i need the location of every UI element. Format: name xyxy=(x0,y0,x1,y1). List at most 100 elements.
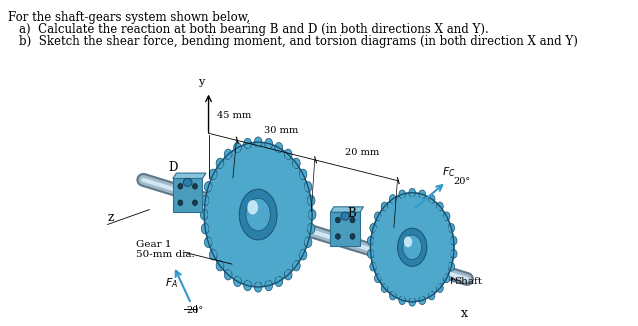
Ellipse shape xyxy=(299,169,307,180)
Polygon shape xyxy=(173,178,202,212)
Ellipse shape xyxy=(307,223,315,234)
Text: y: y xyxy=(198,77,204,87)
Ellipse shape xyxy=(367,249,374,258)
Ellipse shape xyxy=(285,270,292,280)
Ellipse shape xyxy=(399,190,406,199)
Ellipse shape xyxy=(450,236,457,245)
Ellipse shape xyxy=(255,137,262,147)
Ellipse shape xyxy=(234,142,241,153)
Ellipse shape xyxy=(436,284,443,292)
Ellipse shape xyxy=(216,158,224,169)
Ellipse shape xyxy=(370,224,376,232)
Ellipse shape xyxy=(371,193,454,302)
Ellipse shape xyxy=(239,189,277,240)
Ellipse shape xyxy=(308,209,316,220)
Text: B: B xyxy=(347,207,355,219)
Text: $F_C$: $F_C$ xyxy=(441,165,456,179)
Ellipse shape xyxy=(428,291,435,300)
Ellipse shape xyxy=(403,235,422,259)
Circle shape xyxy=(178,200,182,205)
Ellipse shape xyxy=(285,149,292,160)
Ellipse shape xyxy=(209,250,217,260)
Ellipse shape xyxy=(265,138,272,149)
Ellipse shape xyxy=(209,169,217,180)
Ellipse shape xyxy=(409,188,415,197)
Circle shape xyxy=(336,217,340,223)
Ellipse shape xyxy=(246,198,271,231)
Ellipse shape xyxy=(375,212,381,221)
Ellipse shape xyxy=(299,250,307,260)
Ellipse shape xyxy=(292,158,300,169)
Text: 20°: 20° xyxy=(187,306,204,315)
Ellipse shape xyxy=(436,202,443,211)
Circle shape xyxy=(193,184,197,189)
Ellipse shape xyxy=(200,209,208,220)
Ellipse shape xyxy=(225,270,232,280)
Ellipse shape xyxy=(204,142,312,287)
Ellipse shape xyxy=(225,149,232,160)
Ellipse shape xyxy=(304,237,312,247)
Ellipse shape xyxy=(370,262,376,271)
Text: $F_A$: $F_A$ xyxy=(165,276,178,290)
Ellipse shape xyxy=(275,276,283,287)
Ellipse shape xyxy=(307,195,315,206)
Circle shape xyxy=(350,234,355,239)
Ellipse shape xyxy=(419,296,426,304)
Ellipse shape xyxy=(409,297,415,306)
Ellipse shape xyxy=(419,190,426,199)
Ellipse shape xyxy=(373,197,451,298)
Ellipse shape xyxy=(204,182,212,192)
Text: 20 mm: 20 mm xyxy=(345,148,380,157)
Text: x: x xyxy=(461,307,468,320)
Polygon shape xyxy=(173,173,206,178)
Circle shape xyxy=(193,200,197,205)
Text: D: D xyxy=(168,161,178,174)
Ellipse shape xyxy=(255,282,262,292)
Ellipse shape xyxy=(448,224,455,232)
Ellipse shape xyxy=(397,228,427,266)
Ellipse shape xyxy=(404,236,412,247)
Ellipse shape xyxy=(202,195,209,206)
Text: 45 mm: 45 mm xyxy=(218,111,251,120)
Ellipse shape xyxy=(399,296,406,304)
Ellipse shape xyxy=(381,284,388,292)
Circle shape xyxy=(336,234,340,239)
Ellipse shape xyxy=(428,195,435,203)
Polygon shape xyxy=(330,207,364,212)
Ellipse shape xyxy=(216,260,224,271)
Text: Shaft: Shaft xyxy=(454,277,482,286)
Text: 20°: 20° xyxy=(453,177,470,186)
Text: Gear 1: Gear 1 xyxy=(137,240,172,249)
Ellipse shape xyxy=(389,195,396,203)
Text: 50-mm dia.: 50-mm dia. xyxy=(137,250,195,259)
Ellipse shape xyxy=(443,212,450,221)
Ellipse shape xyxy=(304,182,312,192)
Text: b)  Sketch the shear force, bending moment, and torsion diagrams (in both direct: b) Sketch the shear force, bending momen… xyxy=(19,35,577,48)
Ellipse shape xyxy=(448,262,455,271)
Ellipse shape xyxy=(450,249,457,258)
Text: For the shaft-gears system shown below,: For the shaft-gears system shown below, xyxy=(8,11,251,24)
Ellipse shape xyxy=(208,147,308,282)
Ellipse shape xyxy=(183,178,192,186)
Ellipse shape xyxy=(265,280,272,291)
Ellipse shape xyxy=(248,200,258,215)
Ellipse shape xyxy=(234,276,241,287)
Ellipse shape xyxy=(202,223,209,234)
Ellipse shape xyxy=(204,237,212,247)
Text: a)  Calculate the reaction at both bearing B and D (in both directions X and Y).: a) Calculate the reaction at both bearin… xyxy=(19,23,489,36)
Ellipse shape xyxy=(375,274,381,283)
Ellipse shape xyxy=(367,236,374,245)
Ellipse shape xyxy=(244,138,251,149)
Ellipse shape xyxy=(244,280,251,291)
Ellipse shape xyxy=(275,142,283,153)
Ellipse shape xyxy=(443,274,450,283)
Text: 30 mm: 30 mm xyxy=(264,126,299,135)
Ellipse shape xyxy=(292,260,300,271)
Circle shape xyxy=(350,217,355,223)
Polygon shape xyxy=(330,212,360,246)
Text: z: z xyxy=(108,212,114,225)
Circle shape xyxy=(178,184,182,189)
Ellipse shape xyxy=(341,212,350,220)
Ellipse shape xyxy=(389,291,396,300)
Ellipse shape xyxy=(381,202,388,211)
